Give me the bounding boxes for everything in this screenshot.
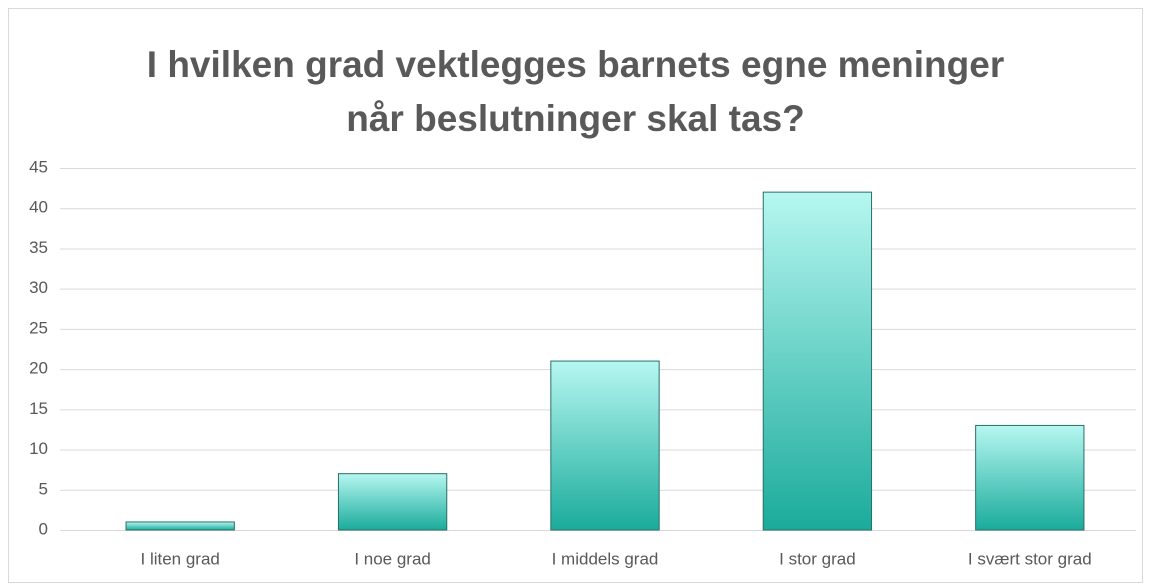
- y-tick-label: 25: [29, 318, 48, 337]
- y-tick-label: 20: [29, 359, 48, 378]
- y-tick-label: 0: [39, 519, 48, 538]
- bar: [762, 191, 873, 531]
- bar: [550, 360, 660, 531]
- bar: [975, 424, 1085, 531]
- x-tick-label: I middels grad: [552, 549, 659, 568]
- y-tick-label: 15: [29, 399, 48, 418]
- y-tick-label: 35: [29, 238, 48, 257]
- chart-title: I hvilken grad vektlegges barnets egne m…: [146, 44, 1005, 139]
- y-tick-label: 30: [29, 278, 48, 297]
- y-tick-label: 40: [29, 198, 48, 217]
- x-tick-label: I svært stor grad: [968, 549, 1092, 568]
- x-tick-label: I liten grad: [141, 549, 220, 568]
- bar: [125, 521, 235, 531]
- y-tick-label: 45: [29, 157, 48, 176]
- title-box: I hvilken grad vektlegges barnets egne m…: [0, 38, 1151, 146]
- y-tick-label: 10: [29, 439, 48, 458]
- x-tick-label: I stor grad: [779, 549, 856, 568]
- x-tick-label: I noe grad: [354, 549, 431, 568]
- bar: [337, 473, 448, 531]
- y-tick-label: 5: [39, 479, 48, 498]
